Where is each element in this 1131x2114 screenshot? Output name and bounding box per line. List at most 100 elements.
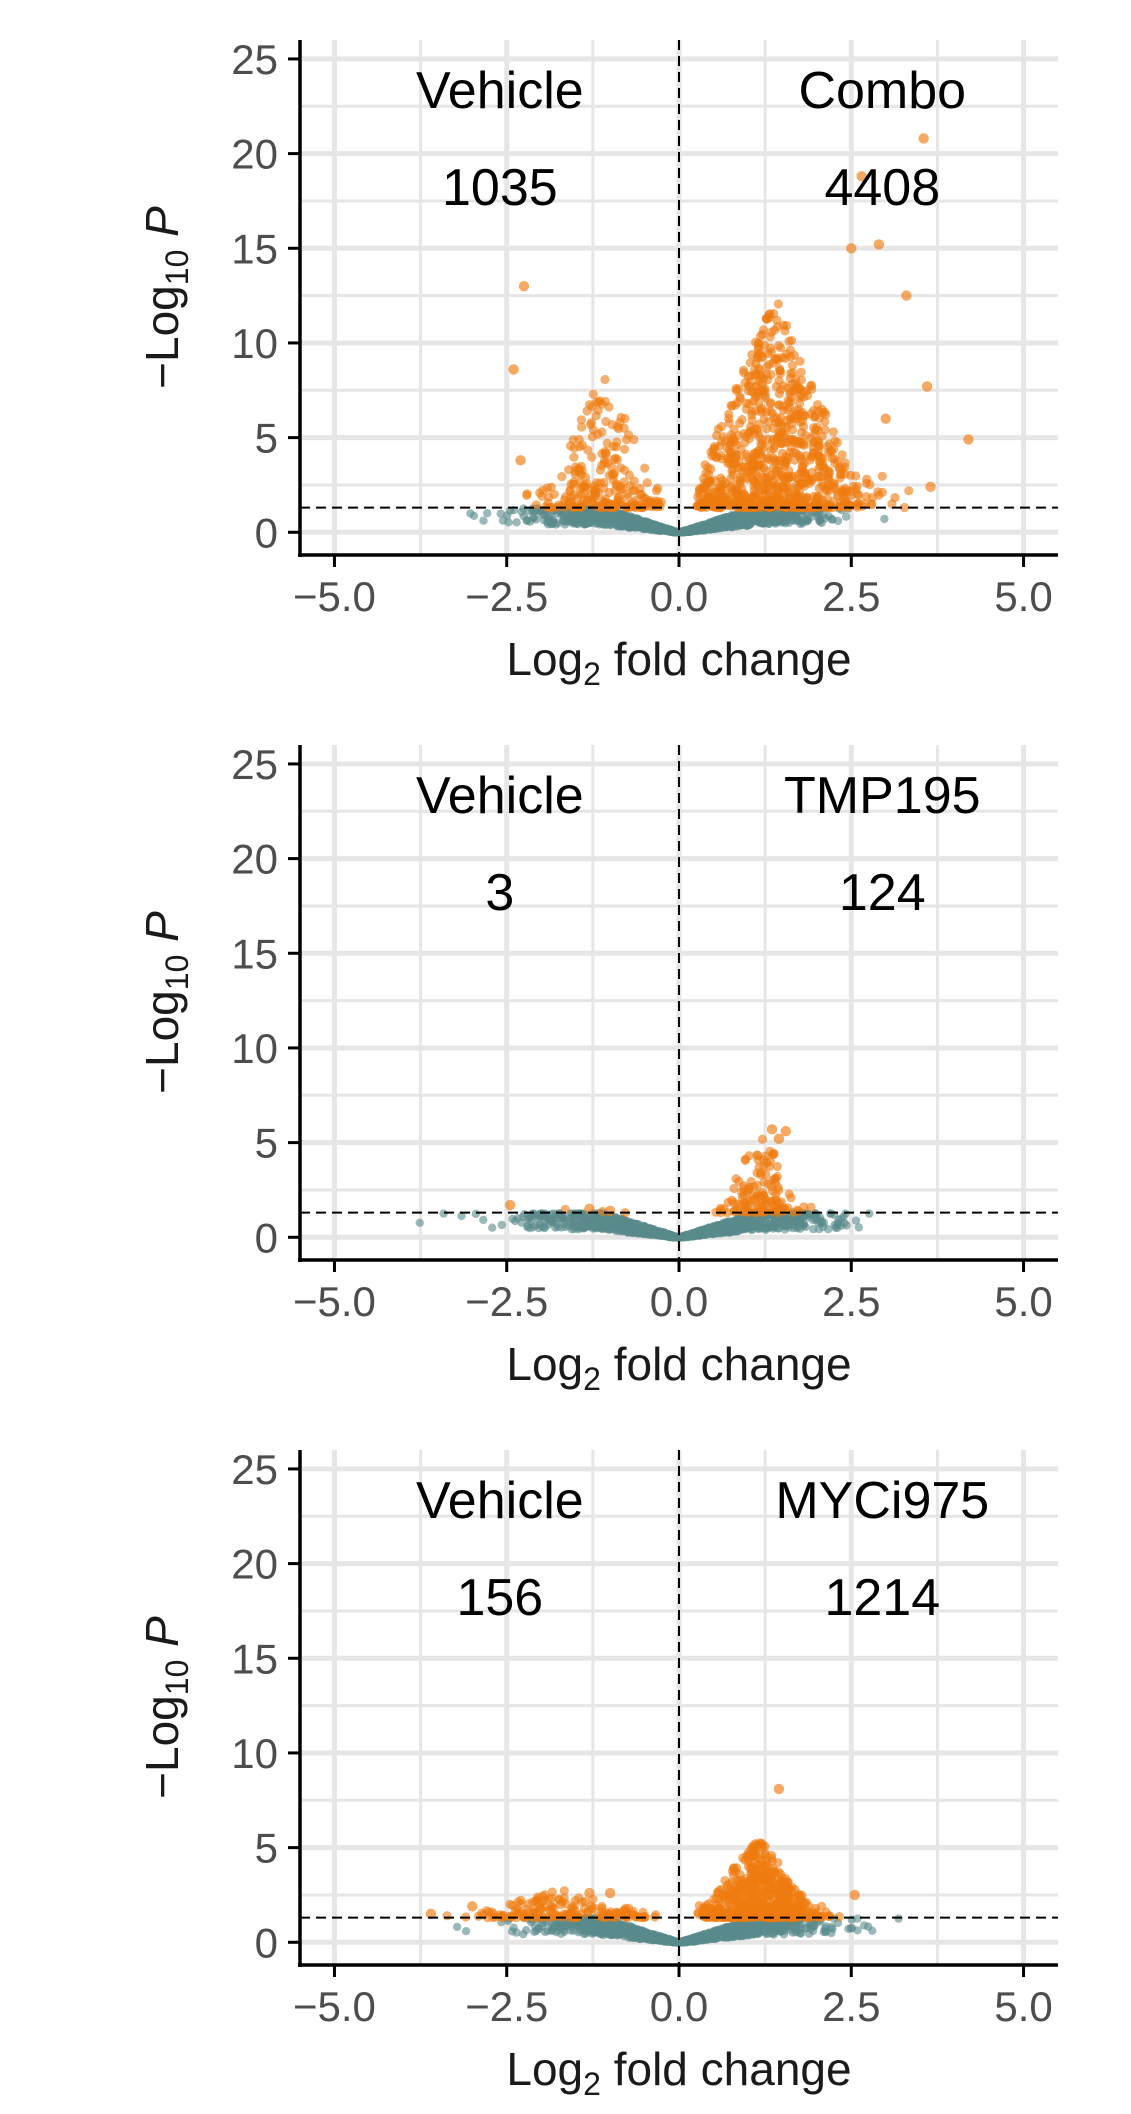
data-point-sig	[616, 484, 626, 494]
data-point-ns	[471, 1209, 480, 1218]
data-point-sig	[796, 367, 806, 377]
data-point-ns	[609, 510, 619, 519]
data-point-sig	[830, 436, 840, 446]
data-point-sig	[820, 425, 830, 435]
data-point-ns	[508, 1214, 517, 1224]
data-point-sig	[790, 438, 800, 448]
data-point-sig	[743, 474, 753, 484]
data-point-ns	[496, 509, 505, 518]
data-point-sig	[600, 374, 610, 385]
data-point-sig	[756, 405, 766, 415]
right-count-label: 4408	[824, 159, 940, 217]
data-point-ns	[548, 517, 558, 526]
y-tick-label: 5	[255, 1120, 278, 1167]
data-point-sig	[576, 415, 587, 425]
data-point-sig	[731, 1174, 741, 1184]
data-point-sig	[797, 427, 807, 437]
data-point-sig	[806, 1202, 816, 1212]
points-layer	[425, 1783, 903, 1947]
data-point-sig	[851, 471, 861, 481]
data-point-ns	[685, 1232, 694, 1241]
data-point-sig	[585, 419, 596, 430]
data-point-ns	[710, 1225, 719, 1234]
data-point-ns	[769, 1221, 778, 1230]
data-point-ns	[525, 517, 535, 526]
data-point-ns	[668, 1231, 677, 1241]
data-point-sig	[722, 453, 733, 463]
data-point-sig	[731, 487, 741, 497]
data-point-sig	[743, 1196, 753, 1207]
data-point-ns	[503, 511, 512, 520]
data-point-sig	[772, 1204, 782, 1214]
data-point-outlier	[918, 133, 929, 144]
data-point-outlier	[504, 1199, 516, 1211]
data-point-ns	[570, 1222, 579, 1231]
data-point-sig	[751, 370, 761, 380]
data-point-sig	[828, 427, 839, 437]
data-point-sig	[763, 1179, 773, 1189]
data-point-sig	[754, 488, 764, 498]
data-point-sig	[569, 443, 579, 453]
data-point-sig	[768, 434, 779, 444]
data-point-ns	[725, 520, 734, 529]
data-point-sig	[861, 492, 872, 502]
data-point-sig	[741, 452, 751, 462]
data-point-outlier	[846, 243, 857, 254]
y-axis-title: −Log10 P	[136, 911, 195, 1094]
data-point-sig	[765, 1157, 775, 1167]
data-point-ns	[457, 1211, 466, 1221]
data-point-ns	[780, 1221, 789, 1231]
data-point-sig	[653, 496, 663, 506]
data-point-ns	[528, 1223, 538, 1232]
data-point-sig	[623, 430, 634, 440]
y-tick-label: 15	[231, 930, 278, 977]
data-point-sig	[743, 371, 753, 382]
y-tick-label: 25	[231, 36, 278, 83]
data-point-ns	[692, 526, 701, 535]
data-point-ns	[591, 1223, 600, 1232]
data-point-sig	[783, 471, 794, 481]
data-point-sig	[729, 1206, 739, 1216]
data-point-sig	[799, 478, 809, 488]
data-point-ns	[615, 517, 624, 526]
data-point-sig	[538, 485, 548, 495]
data-point-sig	[756, 331, 766, 341]
data-point-sig	[815, 457, 825, 467]
data-point-sig	[780, 353, 791, 363]
data-point-ns	[717, 1224, 726, 1234]
data-point-ns	[639, 1222, 649, 1231]
data-point-sig	[753, 353, 763, 363]
data-point-sig	[840, 502, 850, 512]
data-point-sig	[833, 456, 843, 466]
data-point-ns	[748, 1217, 758, 1226]
data-point-sig	[569, 452, 579, 462]
data-point-sig	[792, 410, 802, 420]
data-point-ns	[439, 1209, 448, 1218]
data-point-ns	[569, 516, 579, 525]
data-point-sig	[781, 321, 792, 331]
data-point-sig	[602, 459, 613, 469]
data-point-sig	[795, 356, 805, 366]
data-point-sig	[763, 375, 773, 385]
data-point-sig	[756, 1170, 766, 1180]
data-point-ns	[415, 1218, 424, 1227]
data-point-outlier	[780, 1126, 792, 1137]
data-point-sig	[522, 489, 532, 499]
data-point-ns	[671, 528, 680, 537]
data-point-ns	[854, 1223, 863, 1232]
y-tick-label: 15	[231, 225, 278, 272]
data-point-sig	[699, 499, 710, 509]
x-tick-label: 0.0	[650, 1278, 708, 1325]
data-point-ns	[625, 521, 635, 530]
data-point-sig	[765, 343, 776, 353]
data-point-outlier	[921, 381, 933, 392]
data-point-ns	[483, 509, 492, 518]
data-point-sig	[704, 489, 714, 499]
data-point-sig	[757, 1187, 768, 1197]
data-point-sig	[724, 418, 734, 428]
data-point-outlier	[925, 481, 936, 493]
x-tick-label: 2.5	[822, 573, 880, 620]
data-point-outlier	[856, 171, 867, 182]
data-point-sig	[744, 434, 754, 444]
